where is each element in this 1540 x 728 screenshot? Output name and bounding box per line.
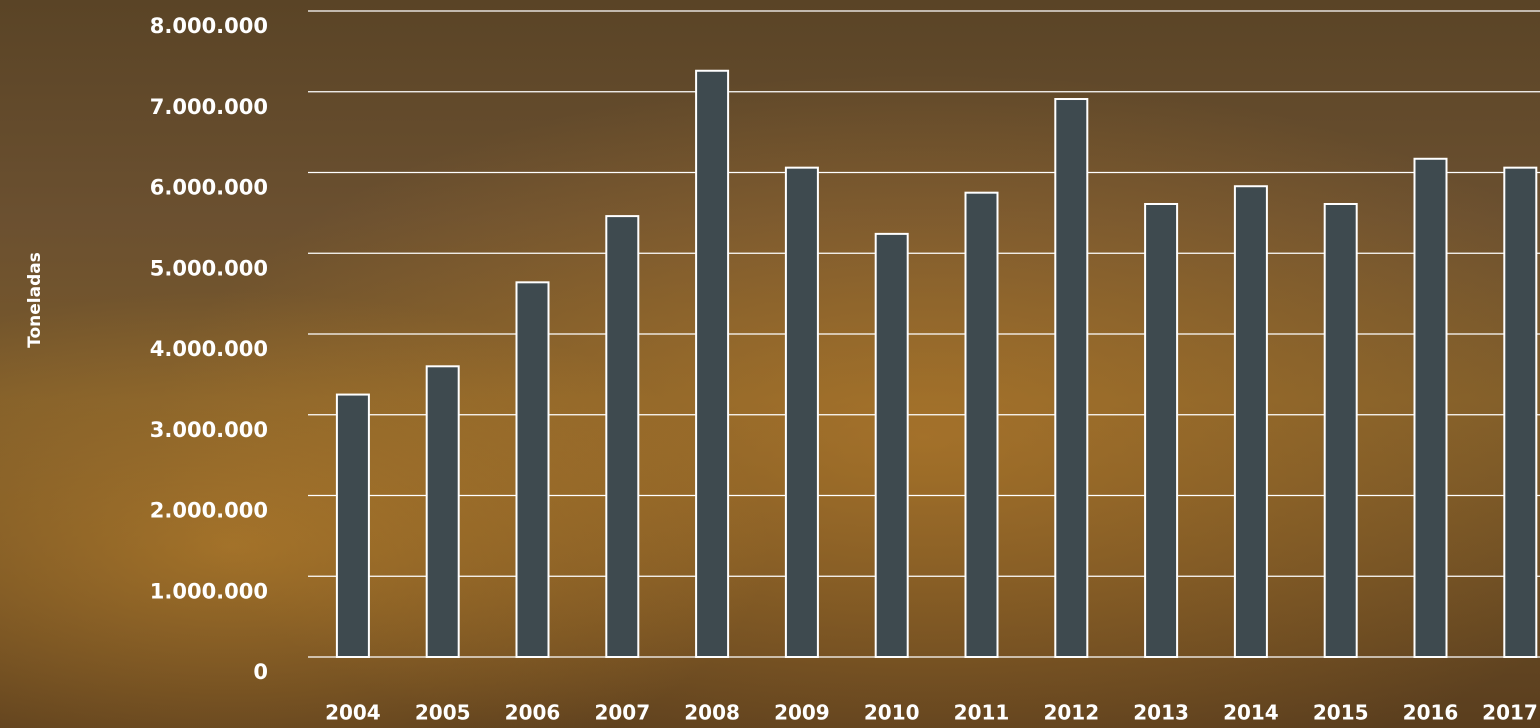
bar bbox=[605, 215, 640, 658]
x-tick-label: 2008 bbox=[684, 701, 740, 725]
bar bbox=[1233, 185, 1268, 658]
y-tick-label: 4.000.000 bbox=[150, 337, 268, 361]
y-tick-label: 7.000.000 bbox=[150, 95, 268, 119]
x-tick-label: 2005 bbox=[415, 701, 471, 725]
bar bbox=[784, 166, 819, 658]
bar bbox=[964, 191, 999, 658]
x-tick-label: 2011 bbox=[954, 701, 1010, 725]
x-tick-label: 2012 bbox=[1043, 701, 1099, 725]
y-tick-label: 0 bbox=[253, 660, 268, 684]
x-tick-label: 2017 bbox=[1482, 701, 1538, 725]
x-tick-label: 2015 bbox=[1313, 701, 1369, 725]
y-tick-label: 6.000.000 bbox=[150, 176, 268, 200]
bar bbox=[335, 393, 370, 658]
bar bbox=[425, 365, 460, 658]
bar bbox=[1503, 166, 1538, 658]
bar bbox=[695, 69, 730, 658]
bar bbox=[874, 232, 909, 658]
y-axis-label: Toneladas bbox=[25, 252, 45, 348]
y-tick-label: 5.000.000 bbox=[150, 256, 268, 280]
x-tick-label: 2014 bbox=[1223, 701, 1279, 725]
x-tick-label: 2006 bbox=[505, 701, 561, 725]
y-tick-label: 1.000.000 bbox=[150, 579, 268, 603]
x-tick-label: 2010 bbox=[864, 701, 920, 725]
y-tick-label: 2.000.000 bbox=[150, 499, 268, 523]
x-tick-label: 2016 bbox=[1403, 701, 1459, 725]
y-tick-label: 3.000.000 bbox=[150, 418, 268, 442]
y-tick-label: 8.000.000 bbox=[150, 14, 268, 38]
bar bbox=[515, 281, 550, 658]
x-tick-label: 2009 bbox=[774, 701, 830, 725]
x-tick-label: 2007 bbox=[594, 701, 650, 725]
bar bbox=[1144, 202, 1179, 658]
bar bbox=[1054, 98, 1089, 658]
x-tick-label: 2013 bbox=[1133, 701, 1189, 725]
bar bbox=[1323, 202, 1358, 658]
bar bbox=[1413, 157, 1448, 659]
x-tick-label: 2004 bbox=[325, 701, 381, 725]
